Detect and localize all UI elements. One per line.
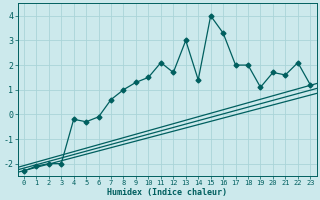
X-axis label: Humidex (Indice chaleur): Humidex (Indice chaleur) xyxy=(107,188,227,197)
